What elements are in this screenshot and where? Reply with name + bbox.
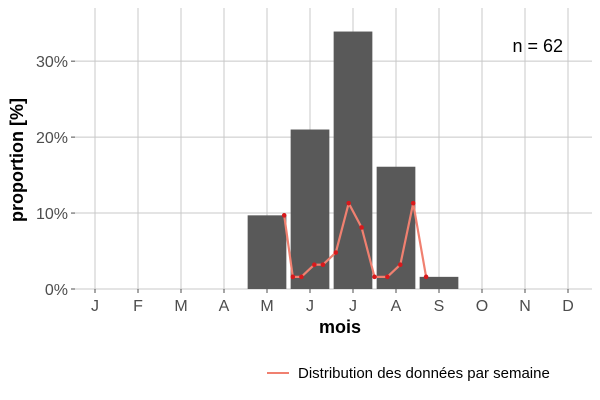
x-tick-label: D <box>562 298 574 315</box>
x-tick-label: A <box>391 298 402 315</box>
series-point <box>312 262 317 267</box>
x-tick-label: M <box>260 298 273 315</box>
series-point <box>385 274 390 280</box>
x-tick-label: O <box>476 298 488 315</box>
series-point <box>281 213 287 218</box>
weekly-series <box>281 200 429 280</box>
y-axis-title: proportion [%] <box>7 98 27 222</box>
bar <box>247 215 287 289</box>
x-tick-label: N <box>519 298 531 315</box>
x-tick-label: F <box>133 298 143 315</box>
series-point <box>333 250 339 255</box>
series-point <box>299 274 304 280</box>
legend: Distribution des données par semaine <box>267 365 550 382</box>
y-tick-label: 20% <box>36 130 68 147</box>
series-point <box>290 274 296 280</box>
series-point <box>423 274 429 280</box>
x-tick-label: M <box>174 298 187 315</box>
x-tick-label: J <box>349 298 357 315</box>
series-point <box>398 262 403 267</box>
series-point <box>372 274 377 280</box>
sample-size-annotation: n = 62 <box>512 36 563 56</box>
series-point <box>359 225 364 230</box>
bars <box>247 31 459 289</box>
series-point <box>410 200 416 206</box>
bar <box>376 166 416 289</box>
series-point <box>346 200 352 206</box>
y-axis-ticks: 0% 10% 20% 30% <box>36 54 75 299</box>
y-tick-label: 10% <box>36 206 68 223</box>
x-tick-label: J <box>306 298 314 315</box>
x-tick-label: J <box>91 298 99 315</box>
y-tick-label: 0% <box>45 282 68 299</box>
series-point <box>320 262 326 267</box>
x-axis-title: mois <box>319 317 361 337</box>
y-tick-label: 30% <box>36 54 68 71</box>
x-tick-label: S <box>434 298 445 315</box>
legend-label: Distribution des données par semaine <box>298 365 550 382</box>
bar <box>419 276 459 289</box>
x-tick-label: A <box>219 298 230 315</box>
